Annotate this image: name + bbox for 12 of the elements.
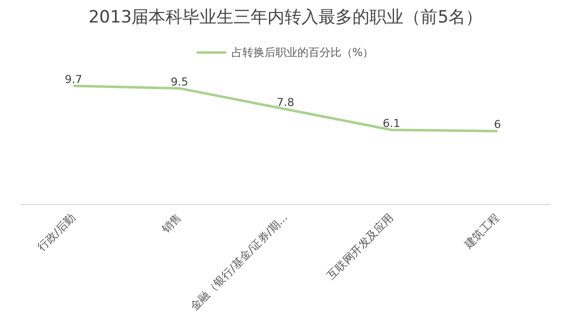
- x-tick-label: 建筑工程: [461, 210, 502, 252]
- data-label: 7.8: [276, 96, 294, 110]
- data-label: 9.5: [170, 75, 188, 88]
- x-tick-label: 金融（银行/基金/证券/期...: [188, 210, 290, 314]
- data-label: 6: [494, 118, 501, 132]
- data-label: 6.1: [382, 116, 400, 130]
- chart-title: 2013届本科毕业生三年内转入最多的职业（前5名）: [88, 8, 483, 28]
- x-tick-label: 销售: [158, 210, 184, 236]
- data-label: 9.7: [64, 72, 82, 86]
- legend-label: 占转换后职业的百分比（%）: [231, 44, 374, 60]
- x-tick-label: 互联网开发及应用: [324, 210, 396, 282]
- x-tick-label: 行政/后勤: [35, 210, 78, 254]
